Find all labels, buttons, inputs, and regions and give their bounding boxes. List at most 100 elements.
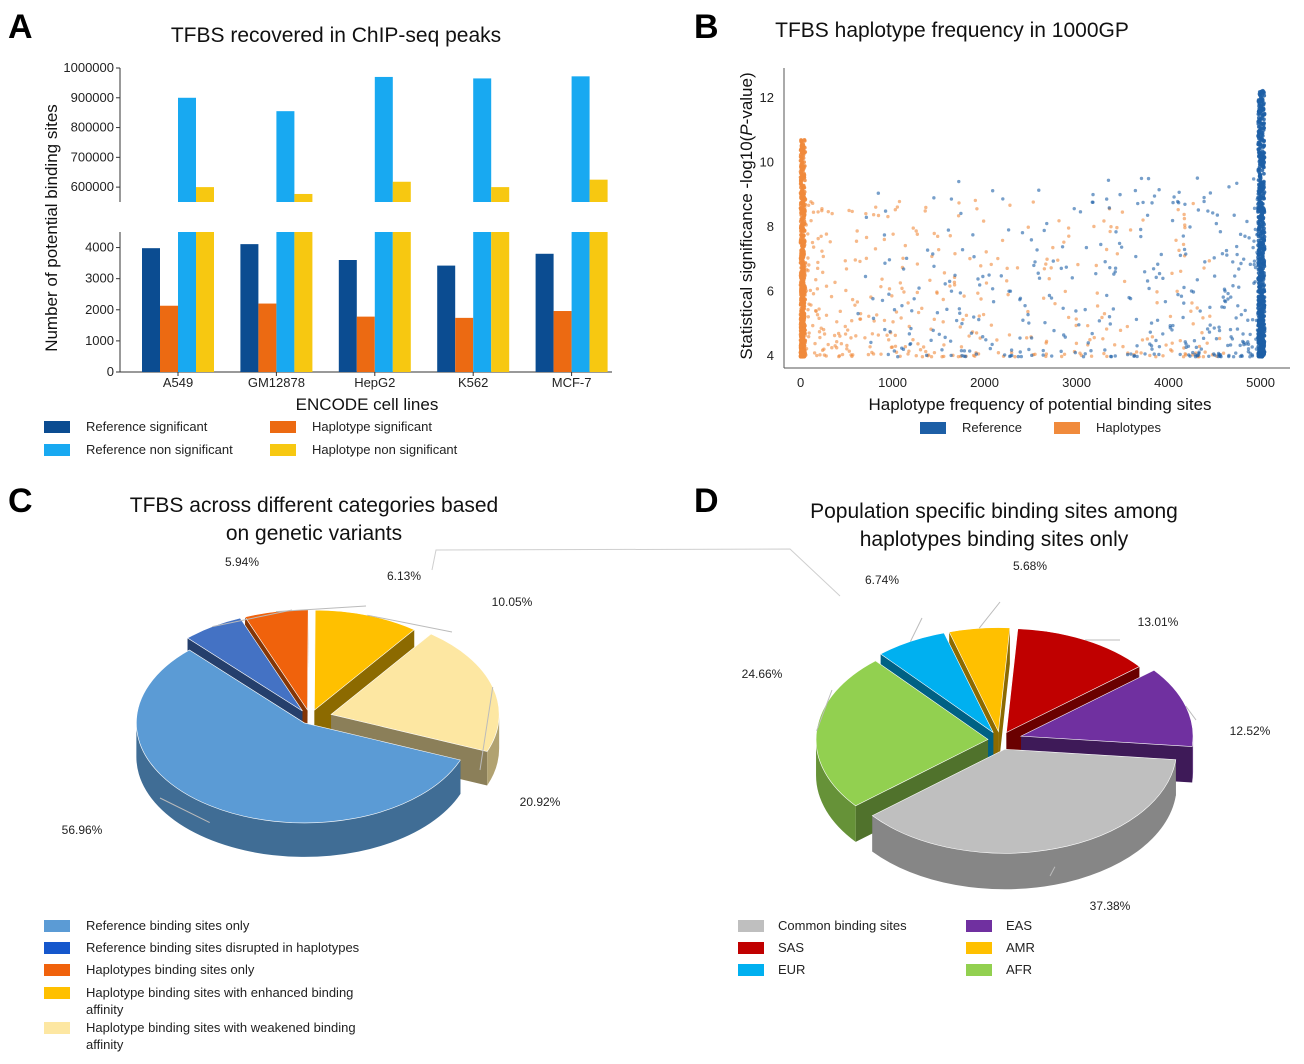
panel-b-point-haplotypes	[979, 264, 983, 268]
panel-b-point-haplotypes	[893, 333, 897, 338]
panel-b-point-haplotypes	[832, 333, 837, 338]
panel-b-point-haplotypes	[893, 344, 898, 348]
panel-b-point-reference	[1018, 350, 1022, 354]
panel-b-point-haplotypes	[799, 309, 804, 313]
panel-b-point-reference	[1257, 118, 1261, 123]
panel-b-point-haplotypes	[932, 350, 937, 355]
panel-b-point-reference	[1183, 202, 1187, 206]
panel-b-point-haplotypes	[820, 208, 824, 213]
panel-b-point-reference	[1211, 211, 1215, 215]
panel-b-point-reference	[1006, 228, 1011, 232]
panel-b-point-reference	[1231, 260, 1235, 264]
panel-b-point-haplotypes	[1015, 266, 1020, 270]
panel-b-point-reference	[1260, 131, 1265, 136]
panel-b-point-reference	[953, 273, 957, 278]
panel-b-point-haplotypes	[850, 297, 855, 302]
panel-b-point-haplotypes	[1042, 267, 1047, 271]
panel-b-point-haplotypes	[1026, 309, 1030, 314]
panel-b-point-reference	[1146, 176, 1151, 181]
panel-b-point-haplotypes	[935, 291, 939, 295]
panel-b-point-reference	[1258, 340, 1263, 345]
panel-b-point-reference	[1258, 220, 1262, 224]
panel-b-point-haplotypes	[802, 343, 807, 348]
panel-b-point-haplotypes	[1102, 312, 1107, 316]
panel-b-point-haplotypes	[799, 252, 803, 256]
panel-b-point-reference	[1245, 219, 1249, 224]
panel-a-bar	[553, 311, 572, 372]
panel-b-point-reference	[888, 329, 892, 334]
panel-b-point-haplotypes	[798, 316, 803, 321]
panel-b-point-reference	[1007, 289, 1011, 293]
panel-b-point-reference	[1009, 348, 1014, 352]
panel-b-point-reference	[1152, 352, 1156, 356]
panel-b-point-haplotypes	[803, 353, 808, 358]
panel-b-point-reference	[935, 311, 940, 315]
panel-a-bar	[571, 76, 590, 202]
panel-b-point-reference	[1218, 230, 1223, 234]
panel-b-point-haplotypes	[800, 290, 805, 295]
panel-b-point-reference	[1199, 347, 1204, 351]
panel-b-point-haplotypes	[890, 345, 894, 349]
panel-b-point-haplotypes	[844, 267, 849, 271]
panel-b-point-reference	[1202, 199, 1206, 204]
panel-c-percent-label: 56.96%	[62, 823, 103, 837]
panel-b-point-reference	[1262, 237, 1267, 242]
panel-b-point-reference	[1072, 206, 1076, 211]
panel-b-point-reference	[990, 342, 994, 347]
panel-b-point-reference	[1023, 303, 1027, 308]
panel-b-point-reference	[1021, 318, 1025, 322]
panel-a-bar	[294, 193, 313, 202]
panel-b-point-reference	[931, 328, 935, 333]
panel-b-point-haplotypes	[1047, 277, 1051, 281]
panel-b-point-haplotypes	[974, 331, 979, 335]
panel-b-point-reference	[1152, 194, 1157, 198]
panel-b-point-reference	[1262, 144, 1266, 149]
panel-b-point-haplotypes	[833, 344, 837, 348]
panel-b-point-reference	[1001, 197, 1005, 201]
panel-b-point-reference	[1220, 252, 1225, 256]
panel-b-point-haplotypes	[1175, 289, 1179, 293]
panel-c-legend-label: Haplotype binding sites with enhanced bi…	[86, 985, 353, 1000]
panel-b-point-reference	[1182, 301, 1186, 305]
panel-b-point-reference	[1256, 133, 1261, 138]
panel-b-point-haplotypes	[1178, 269, 1183, 273]
panel-b-point-reference	[1260, 149, 1265, 154]
panel-b-point-reference	[1253, 227, 1258, 232]
panel-b-point-reference	[1251, 245, 1255, 250]
panel-b-point-haplotypes	[1109, 224, 1113, 229]
panel-a-lower-tick-label: 3000	[85, 271, 114, 286]
panel-b-point-reference	[1061, 306, 1065, 311]
panel-b-point-reference	[1248, 332, 1252, 337]
panel-b-point-reference	[1246, 342, 1251, 346]
panel-b-point-reference	[980, 335, 985, 339]
panel-b-point-reference	[908, 342, 912, 347]
panel-b-point-haplotypes	[1200, 331, 1204, 335]
panel-b-point-reference	[1258, 238, 1263, 243]
panel-b-point-reference	[1226, 297, 1230, 301]
panel-b-point-reference	[949, 197, 954, 201]
panel-b-point-haplotypes	[1145, 337, 1150, 341]
panel-b-point-reference	[1250, 318, 1255, 322]
panel-b-point-reference	[1255, 250, 1259, 255]
panel-b-point-reference	[1259, 207, 1263, 212]
panel-b-point-haplotypes	[915, 290, 920, 295]
panel-b-point-haplotypes	[920, 354, 925, 359]
panel-d-slice-wall	[872, 759, 1176, 890]
panel-b-point-reference	[977, 283, 982, 287]
panel-b-point-haplotypes	[858, 311, 863, 316]
panel-c-percent-label: 10.05%	[492, 595, 533, 609]
panel-b-point-reference	[1029, 336, 1034, 340]
panel-b-point-haplotypes	[1008, 203, 1012, 207]
panel-b-point-reference	[960, 247, 965, 252]
panel-b-point-reference	[1261, 162, 1266, 167]
panel-a-legend-label: Haplotype significant	[312, 419, 432, 434]
panel-b-point-reference	[1119, 245, 1124, 249]
panel-b-point-reference	[1233, 274, 1237, 278]
panel-b-point-haplotypes	[854, 239, 859, 243]
panel-b-point-reference	[1041, 348, 1045, 353]
panel-b-scatter-chart: TFBS haplotype frequency in 1000GP Stati…	[737, 19, 1290, 435]
panel-b-point-reference	[1156, 262, 1160, 266]
panel-d-slice-wall	[816, 739, 856, 842]
panel-b-point-haplotypes	[882, 318, 887, 323]
